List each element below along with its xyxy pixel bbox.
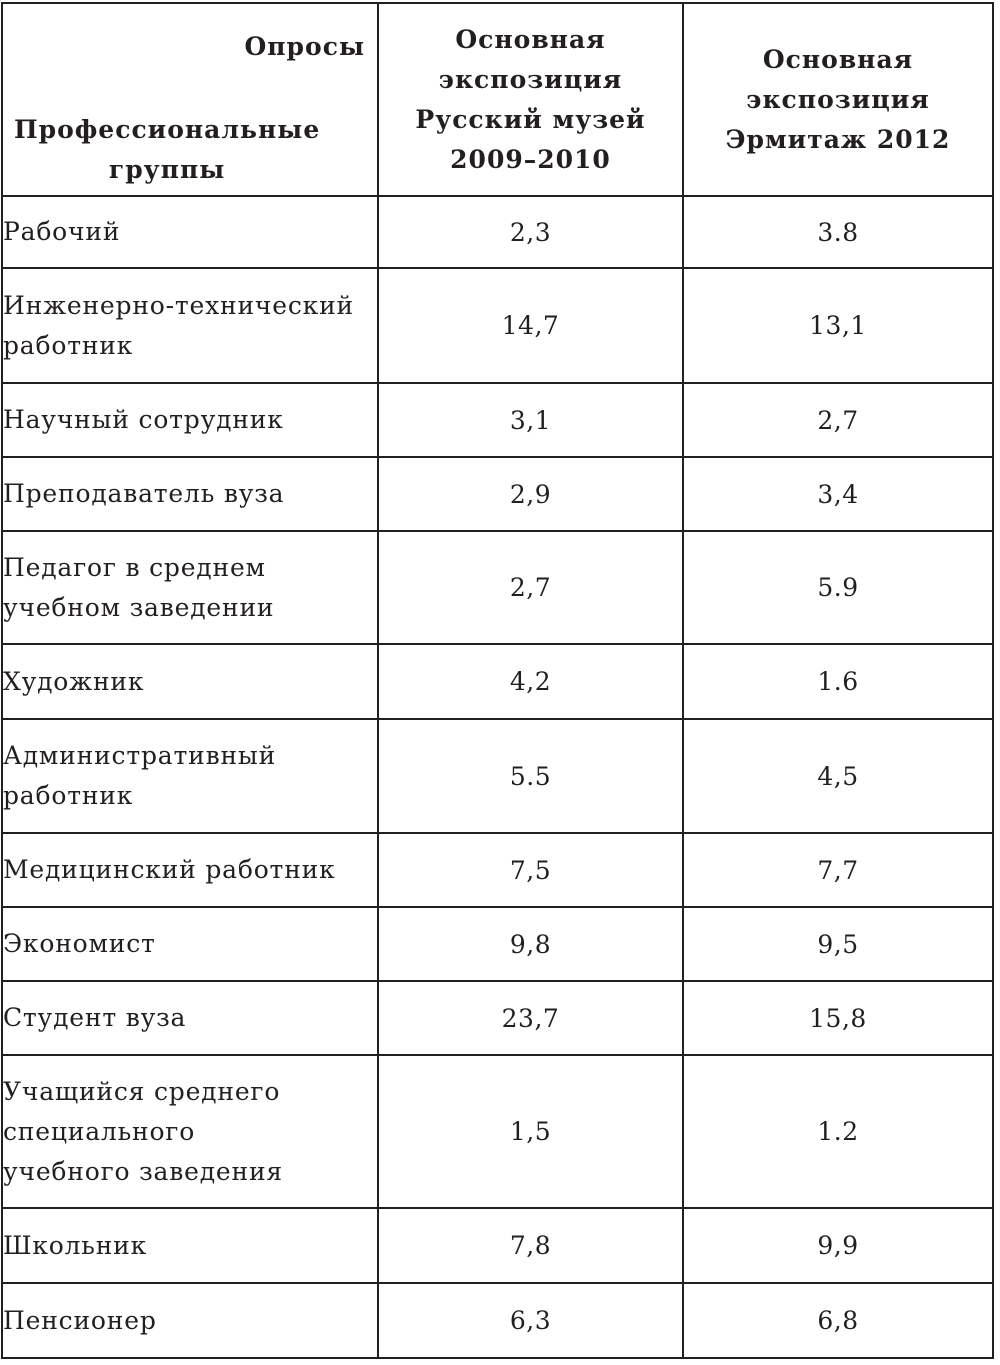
table-row: Педагог в среднем учебном заведении 2,7 5.9 xyxy=(1,530,994,645)
group-cell: Рабочий xyxy=(1,195,379,269)
group-label: Школьник xyxy=(3,1230,148,1260)
table-row: Экономист 9,8 9,5 xyxy=(1,906,994,982)
group-label: Медицинский работник xyxy=(3,855,336,884)
value-cell-russian-museum: 6,3 xyxy=(377,1282,684,1359)
group-cell: Преподаватель вуза xyxy=(1,456,379,532)
value-cell-russian-museum: 5.5 xyxy=(377,718,684,834)
value-cell-russian-museum: 4,2 xyxy=(377,643,684,720)
corner-header-cell: Опросы Профессиональные группы xyxy=(1,2,379,197)
group-label: специального xyxy=(3,1116,196,1146)
value-cell-hermitage: 7,7 xyxy=(682,832,994,908)
group-label: Рабочий xyxy=(3,217,121,246)
header-groups-line: Профессиональные xyxy=(14,115,321,144)
value-cell-hermitage: 3.8 xyxy=(682,195,994,269)
group-cell: Научный сотрудник xyxy=(1,382,379,458)
column-header-line: 2009–2010 xyxy=(450,144,611,174)
column-header-line: Основная xyxy=(455,24,606,54)
column-header-line: экспозиция xyxy=(438,64,623,94)
value-cell-russian-museum: 9,8 xyxy=(377,906,684,982)
group-label: Преподаватель вуза xyxy=(3,479,285,508)
value-cell-hermitage: 6,8 xyxy=(682,1282,994,1359)
group-cell: Административный работник xyxy=(1,718,379,834)
group-cell: Пенсионер xyxy=(1,1282,379,1359)
group-label: Учащийся среднего xyxy=(3,1076,281,1106)
value-cell-hermitage: 2,7 xyxy=(682,382,994,458)
value-cell-hermitage: 1.2 xyxy=(682,1054,994,1209)
group-cell: Инженерно-технический работник xyxy=(1,267,379,384)
group-label: Инженерно-технический xyxy=(3,290,355,320)
table-row: Инженерно-технический работник 14,7 13,1 xyxy=(1,267,994,384)
value-cell-hermitage: 4,5 xyxy=(682,718,994,834)
group-label: Пенсионер xyxy=(3,1305,157,1335)
table-row: Школьник 7,8 9,9 xyxy=(1,1207,994,1284)
group-cell: Художник xyxy=(1,643,379,720)
group-label: Художник xyxy=(3,666,145,696)
header-groups-line: группы xyxy=(108,155,226,184)
column-header-line: Русский музей xyxy=(415,104,646,134)
column-header-hermitage: Основная экспозиция Эрмитаж 2012 xyxy=(682,2,994,197)
group-cell: Медицинский работник xyxy=(1,832,379,908)
table-row: Медицинский работник 7,5 7,7 xyxy=(1,832,994,908)
group-cell: Педагог в среднем учебном заведении xyxy=(1,530,379,645)
table-row: Преподаватель вуза 2,9 3,4 xyxy=(1,456,994,532)
group-cell: Учащийся среднего специального учебного за… xyxy=(1,1054,379,1209)
table-row: Научный сотрудник 3,1 2,7 xyxy=(1,382,994,458)
group-label: учебном заведении xyxy=(3,592,275,622)
group-label: работник xyxy=(3,781,134,810)
value-cell-hermitage: 1.6 xyxy=(682,643,994,720)
value-cell-hermitage: 3,4 xyxy=(682,456,994,532)
group-label: учебного заведения xyxy=(3,1156,283,1186)
table-row: Учащийся среднего специального учебного за… xyxy=(1,1054,994,1209)
table-row: Административный работник 5.5 4,5 xyxy=(1,718,994,834)
value-cell-russian-museum: 7,5 xyxy=(377,832,684,908)
group-label: Научный сотрудник xyxy=(3,405,284,434)
column-header-line: Эрмитаж 2012 xyxy=(725,124,951,154)
value-cell-russian-museum: 7,8 xyxy=(377,1207,684,1284)
group-cell: Студент вуза xyxy=(1,980,379,1056)
group-cell: Экономист xyxy=(1,906,379,982)
value-cell-russian-museum: 3,1 xyxy=(377,382,684,458)
column-header-line: экспозиция xyxy=(746,84,930,114)
group-label: Административный xyxy=(3,741,277,770)
table-row: Художник 4,2 1.6 xyxy=(1,643,994,720)
value-cell-russian-museum: 2,9 xyxy=(377,456,684,532)
value-cell-hermitage: 13,1 xyxy=(682,267,994,384)
group-label: работник xyxy=(3,330,134,360)
group-label: Студент вуза xyxy=(3,1003,187,1032)
value-cell-russian-museum: 23,7 xyxy=(377,980,684,1056)
group-label: Экономист xyxy=(3,929,156,958)
value-cell-hermitage: 9,9 xyxy=(682,1207,994,1284)
header-row: Опросы Профессиональные группы Основная … xyxy=(1,2,994,197)
value-cell-hermitage: 5.9 xyxy=(682,530,994,645)
group-label: Педагог в среднем xyxy=(3,552,266,582)
table-body: Рабочий 2,3 3.8 Инженерно-технический работн… xyxy=(1,195,994,1359)
value-cell-russian-museum: 2,7 xyxy=(377,530,684,645)
value-cell-russian-museum: 14,7 xyxy=(377,267,684,384)
column-header-russian-museum: Основная экспозиция Русский музей 2009–2… xyxy=(377,2,684,197)
header-surveys-label: Опросы xyxy=(244,32,365,61)
value-cell-russian-museum: 1,5 xyxy=(377,1054,684,1209)
column-header-line: Основная xyxy=(762,44,914,74)
table-row: Рабочий 2,3 3.8 xyxy=(1,195,994,269)
group-cell: Школьник xyxy=(1,1207,379,1284)
table-row: Пенсионер 6,3 6,8 xyxy=(1,1282,994,1359)
value-cell-hermitage: 9,5 xyxy=(682,906,994,982)
value-cell-hermitage: 15,8 xyxy=(682,980,994,1056)
table-row: Студент вуза 23,7 15,8 xyxy=(1,980,994,1056)
value-cell-russian-museum: 2,3 xyxy=(377,195,684,269)
header-groups-label: Профессиональные группы xyxy=(14,110,320,190)
